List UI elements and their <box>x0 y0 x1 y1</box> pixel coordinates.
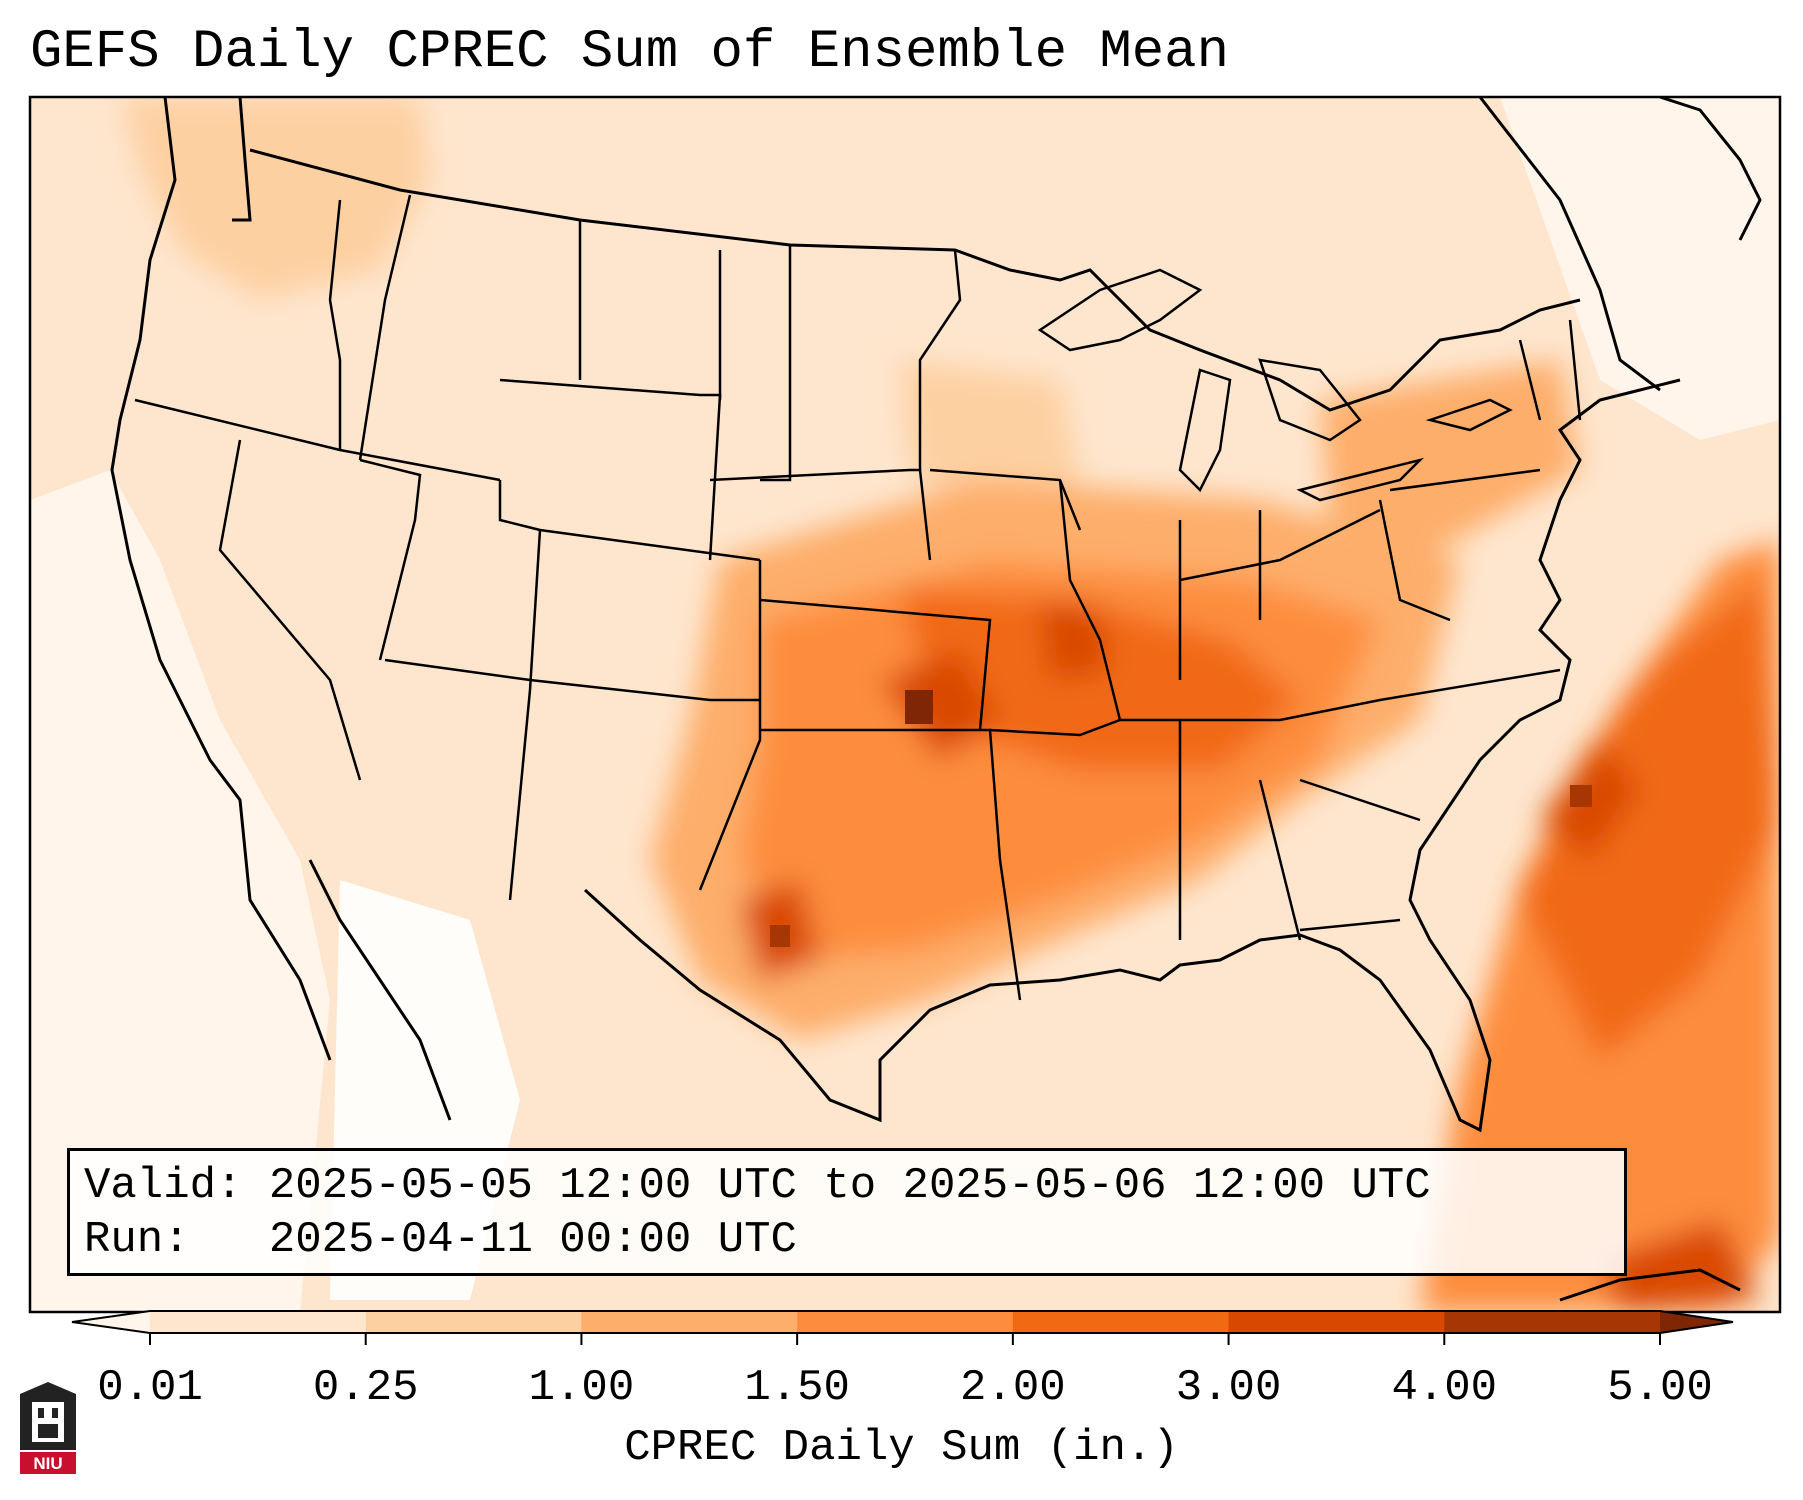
map-panel <box>30 97 1780 1312</box>
precip-max-oklahoma <box>905 690 933 724</box>
precip-area-pnw <box>120 97 430 300</box>
colorbar-segment <box>365 1311 582 1333</box>
colorbar-segment <box>581 1311 798 1333</box>
niu-logo-icon: NIU <box>20 1382 76 1474</box>
map-title: GEFS Daily CPREC Sum of Ensemble Mean <box>30 22 1229 83</box>
precip-area-ok-core <box>880 650 1000 760</box>
run-time-line: Run: 2025-04-11 00:00 UTC <box>84 1215 797 1265</box>
precip-area-upper-midwest <box>900 360 1080 520</box>
precip-max-texas <box>770 925 790 947</box>
colorbar-tick-label: 1.50 <box>744 1363 850 1413</box>
precip-max-offshore <box>1570 785 1592 807</box>
atlantic-north-light <box>1500 97 1780 440</box>
pacific-ocean-light <box>30 470 330 1312</box>
valid-run-info-box: Valid: 2025-05-05 12:00 UTC to 2025-05-0… <box>67 1148 1627 1276</box>
us-canada-border <box>249 148 1581 412</box>
colorbar-segment <box>1444 1311 1661 1333</box>
great-lakes <box>1037 268 1513 502</box>
colorbar-tick-label: 0.01 <box>97 1363 203 1413</box>
logo-text: NIU <box>33 1454 62 1473</box>
precip-area-northeast <box>1320 360 1580 560</box>
colorbar-over-arrow <box>1660 1311 1733 1333</box>
canada-east-coast <box>1478 97 1661 392</box>
colorbar-tick-label: 5.00 <box>1607 1363 1713 1413</box>
west-coastline <box>110 97 332 1061</box>
precip-area-caribbean <box>1600 1220 1760 1312</box>
colorbar-tick-label: 2.00 <box>960 1363 1066 1413</box>
maritimes-coast <box>1659 97 1762 241</box>
colorbar <box>71 1310 1734 1345</box>
precip-area-mo-ky-tn <box>900 590 1300 770</box>
colorbar-segment <box>1228 1311 1445 1333</box>
colorbar-under-arrow <box>72 1311 150 1333</box>
precip-field <box>120 97 1780 1312</box>
cuba-coast <box>1559 1268 1741 1302</box>
baja-coast <box>308 859 452 1121</box>
colorbar-tick-label: 3.00 <box>1175 1363 1282 1413</box>
gulf-atlantic-coastline <box>583 378 1681 1133</box>
valid-time-line: Valid: 2025-05-05 12:00 UTC to 2025-05-0… <box>84 1161 1431 1211</box>
puget-sound <box>232 97 252 222</box>
colorbar-segment <box>797 1311 1014 1333</box>
precip-area-mo-core <box>1040 600 1110 680</box>
colorbar-label: CPREC Daily Sum (in.) <box>624 1423 1179 1473</box>
precip-area-atlantic-core <box>1520 580 1780 1060</box>
colorbar-tick-label: 1.00 <box>528 1363 635 1413</box>
state-lines <box>134 194 1582 1001</box>
colorbar-segment <box>150 1311 367 1333</box>
colorbar-tick-label: 0.25 <box>312 1363 419 1413</box>
colorbar-tick-label: 4.00 <box>1391 1363 1498 1413</box>
colorbar-segment <box>1012 1311 1230 1333</box>
